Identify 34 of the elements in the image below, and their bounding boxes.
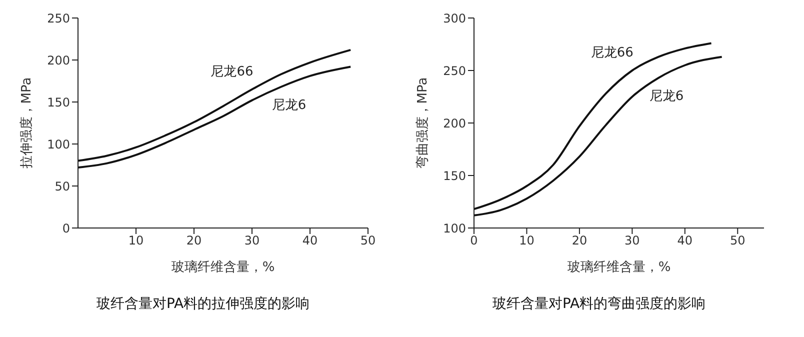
x-tick-label: 30: [624, 234, 640, 248]
series-label: 尼龙66: [210, 64, 254, 80]
y-tick-label: 50: [54, 179, 70, 194]
y-tick-label: 250: [443, 64, 466, 78]
y-axis-title: 拉伸强度，MPa: [18, 77, 35, 169]
series-label: 尼龙6: [649, 88, 684, 104]
series-label: 尼龙66: [590, 46, 634, 60]
x-tick-label: 40: [677, 234, 693, 248]
x-tick-label: 20: [186, 234, 202, 248]
y-tick-label: 100: [47, 137, 70, 152]
x-tick-label: 50: [360, 234, 376, 248]
x-tick-label: 40: [302, 234, 318, 248]
x-tick-label: 50: [730, 234, 746, 248]
x-tick-label: 10: [128, 234, 144, 248]
x-axis-title: 玻璃纤维含量，%: [567, 260, 671, 275]
y-tick-label: 0: [62, 221, 70, 236]
y-tick-label: 300: [443, 11, 466, 26]
y-tick-label: 150: [47, 95, 70, 110]
x-tick-label: 0: [470, 234, 478, 248]
y-tick-label: 100: [443, 221, 466, 236]
y-tick-label: 250: [47, 11, 70, 26]
y-tick-label: 150: [443, 168, 466, 183]
line-series: [78, 48, 352, 162]
y-tick-label: 200: [443, 116, 466, 130]
series-label: 尼龙6: [272, 98, 306, 113]
x-tick-label: 20: [572, 234, 588, 248]
x-tick-label: 30: [244, 234, 260, 248]
x-tick-label: 10: [519, 234, 534, 248]
text: 玻纤含量对PA料的弯曲强度的影响: [491, 295, 707, 313]
y-axis-title: 弯曲强度，MPa: [414, 77, 431, 169]
line-series: [78, 66, 352, 169]
y-tick-label: 200: [47, 53, 70, 68]
x-axis-title: 玻璃纤维含量，%: [171, 260, 275, 275]
text: 玻纤含量对PA料的拉伸强度的影响: [95, 295, 311, 313]
